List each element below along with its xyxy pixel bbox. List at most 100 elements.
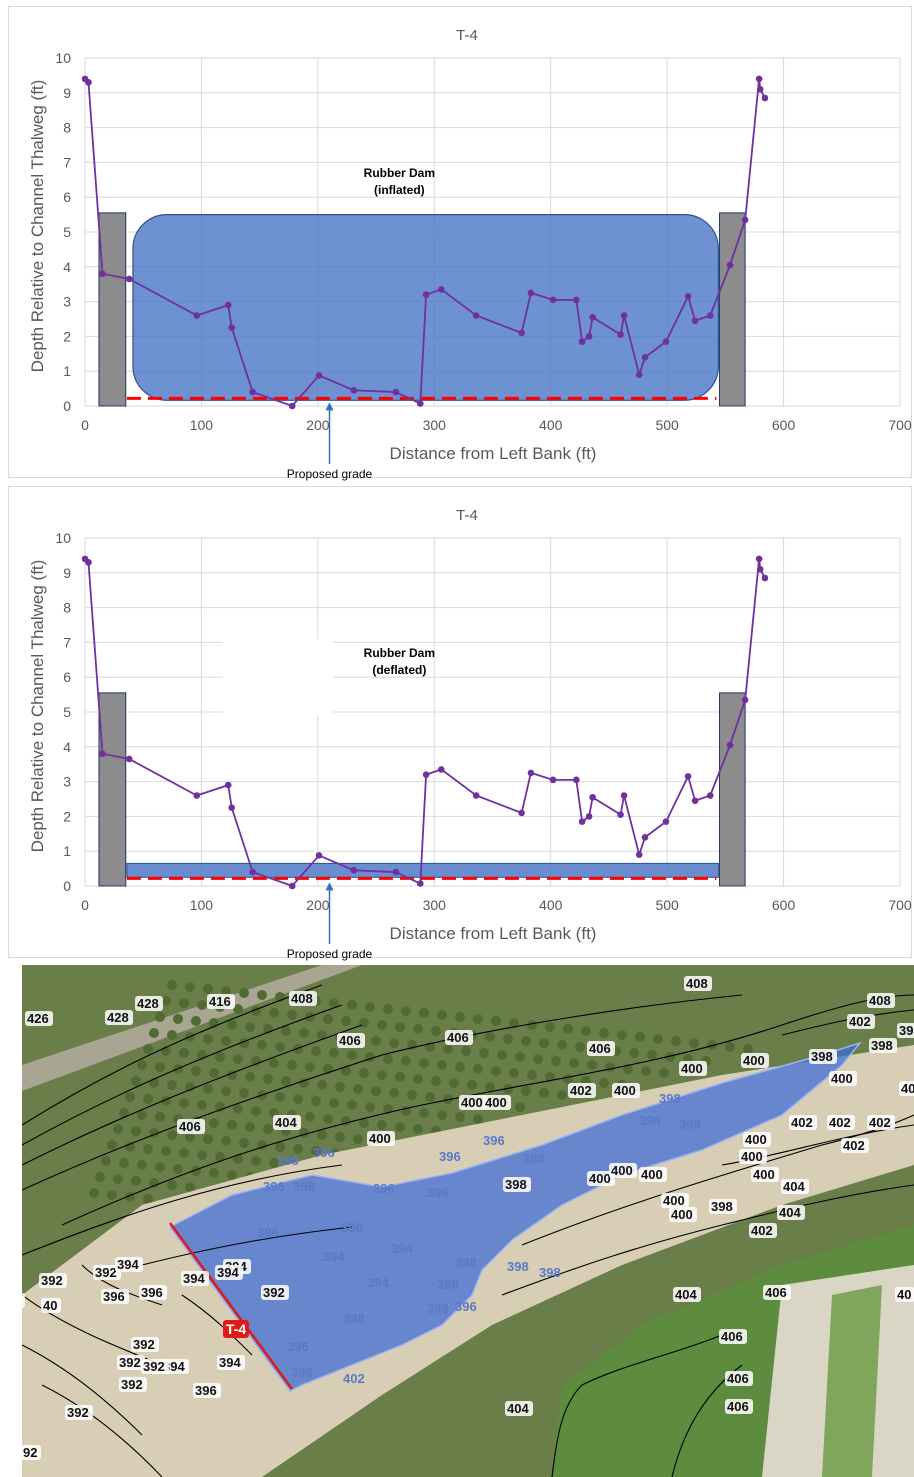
orchard-tree — [227, 1120, 237, 1130]
orchard-tree — [419, 1008, 429, 1018]
contour-label-text: 400 — [901, 1081, 914, 1096]
contour-label-text: 394 — [117, 1257, 139, 1272]
orchard-tree — [425, 1092, 435, 1102]
orchard-tree — [155, 1012, 165, 1022]
contour-label-text: 404 — [507, 1401, 529, 1416]
orchard-tree — [311, 1146, 321, 1156]
orchard-tree — [323, 1014, 333, 1024]
orchard-tree — [635, 1032, 645, 1042]
contour-label: 396 — [427, 1185, 449, 1200]
contour-label-bg — [505, 1401, 533, 1416]
contour-label-text: 396 — [103, 1289, 125, 1304]
orchard-tree — [587, 1060, 597, 1070]
contour-label-text: 402 — [843, 1138, 865, 1153]
orchard-tree — [443, 1094, 453, 1104]
orchard-tree — [239, 988, 249, 998]
profile-point — [756, 86, 764, 93]
orchard-tree — [437, 1060, 447, 1070]
contour-label-text: 400 — [369, 1131, 391, 1146]
contour-label-text: 396 — [639, 1113, 661, 1128]
orchard-tree — [485, 1082, 495, 1092]
profile-point — [641, 353, 649, 361]
contour-label: 398 — [809, 1049, 837, 1064]
orchard-tree — [221, 986, 231, 996]
contour-label-text: 392 — [133, 1337, 155, 1352]
y-tick-label: 1 — [63, 363, 71, 379]
orchard-tree — [311, 1046, 321, 1056]
contour-label: 406 — [719, 1329, 747, 1344]
contour-label-bg — [503, 1177, 531, 1192]
contour-label-bg — [809, 1049, 837, 1064]
orchard-tree — [725, 1042, 735, 1052]
profile-point — [755, 75, 763, 83]
contour-label-bg — [141, 1359, 169, 1374]
contour-line — [501, 1184, 914, 1296]
profile-point — [350, 387, 358, 394]
contour-label: 400 — [679, 1061, 707, 1076]
label-backdrop — [223, 638, 333, 716]
contour-label-bg — [25, 1011, 53, 1026]
contour-label-text: 406 — [589, 1041, 611, 1056]
profile-point — [585, 813, 593, 820]
profile-point — [392, 388, 400, 396]
orchard-tree — [575, 1042, 585, 1052]
contour-label-text: 398 — [811, 1049, 833, 1064]
orchard-tree — [125, 1092, 135, 1102]
contour-label-bg — [215, 1265, 243, 1280]
orchard-tree — [215, 1102, 225, 1112]
profile-point — [617, 331, 624, 338]
chart-title: T-4 — [456, 27, 478, 44]
contour-label: 402 — [827, 1115, 855, 1130]
orchard-tree — [335, 1132, 345, 1142]
orchard-tree — [209, 1118, 219, 1128]
orchard-tree — [407, 1090, 417, 1100]
orchard-tree — [119, 1158, 129, 1168]
contour-label-bg — [661, 1193, 689, 1208]
contour-label-text: 404 — [275, 1115, 297, 1130]
contour-line — [141, 1226, 353, 1266]
profile-point — [518, 329, 525, 337]
y-tick-label: 6 — [63, 669, 71, 685]
profile-point — [288, 882, 296, 890]
x-tick-label: 0 — [81, 897, 89, 913]
orchard-tree — [233, 1054, 243, 1064]
contour-label: 40 — [895, 1287, 914, 1302]
contour-label: 392 — [131, 1337, 159, 1352]
profile-point — [589, 313, 596, 321]
contour-label-text: 402 — [751, 1223, 773, 1238]
orchard-tree — [245, 1022, 255, 1032]
profile-point — [422, 771, 430, 778]
contour-label-bg — [131, 1337, 159, 1352]
contour-label-bg — [829, 1071, 857, 1086]
profile-point — [635, 851, 643, 858]
contour-label: 396 — [193, 1383, 221, 1398]
y-tick-label: 10 — [55, 530, 71, 546]
grade-arrow-head — [325, 882, 334, 891]
right-abutment — [719, 692, 746, 887]
contour-label: 400 — [741, 1053, 769, 1068]
orchard-tree — [269, 1058, 279, 1068]
contour-label: 428 — [135, 996, 163, 1011]
contour-label-text: 398 — [507, 1259, 529, 1274]
contour-label: 394 — [391, 1241, 413, 1256]
contour-label-text: 402 — [849, 1014, 871, 1029]
contour-label-bg — [725, 1399, 753, 1414]
orchard-tree — [461, 1046, 471, 1056]
contour-label: 396 — [483, 1133, 505, 1148]
orchard-tree — [377, 1070, 387, 1080]
orchard-tree — [365, 1002, 375, 1012]
contour-label: 428 — [105, 1010, 133, 1025]
contour-label-text: 400 — [485, 1095, 507, 1110]
profile-point — [662, 338, 670, 345]
contour-label-text: 400 — [461, 1095, 483, 1110]
left-abutment — [98, 692, 127, 887]
orchard-tree — [413, 1124, 423, 1134]
profile-point — [549, 776, 557, 784]
contour-label-bg — [789, 1115, 817, 1130]
contour-line — [22, 1024, 363, 1166]
contour-label: 404 — [781, 1179, 809, 1194]
contour-label-text: 406 — [447, 1030, 469, 1045]
orchard-tree — [455, 1112, 465, 1122]
orchard-tree — [149, 1028, 159, 1038]
